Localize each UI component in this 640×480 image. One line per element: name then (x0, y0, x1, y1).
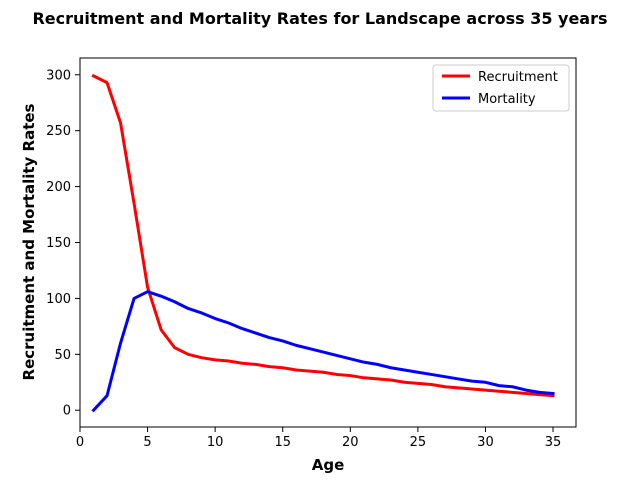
y-tick-label: 250 (46, 124, 71, 139)
x-tick-label: 10 (207, 435, 224, 450)
y-axis-label: Recruitment and Mortality Rates (20, 103, 38, 380)
chart-title: Recruitment and Mortality Rates for Land… (32, 9, 607, 28)
y-tick-label: 300 (46, 68, 71, 83)
plot-area (91, 73, 555, 413)
legend-label-mortality: Mortality (478, 92, 536, 107)
y-tick-label: 100 (46, 292, 71, 307)
x-tick-label: 20 (342, 435, 359, 450)
x-tick-label: 30 (477, 435, 494, 450)
y-tick-label: 0 (63, 404, 71, 419)
plot-frame (79, 57, 577, 428)
x-tick-label: 0 (76, 435, 84, 450)
series-lines (91, 73, 555, 413)
legend: Recruitment Mortality (432, 64, 570, 112)
x-tick-label: 5 (143, 435, 151, 450)
ticks: 0 5 10 15 20 25 30 35 0 50 100 150 200 250 300 (46, 68, 561, 450)
y-tick-label: 150 (46, 236, 71, 251)
x-tick-label: 25 (410, 435, 427, 450)
x-axis-label: Age (312, 456, 345, 474)
y-tick-label: 200 (46, 180, 71, 195)
y-tick-label: 50 (54, 348, 71, 363)
series-line-mortality (91, 290, 555, 413)
series-line-recruitment (91, 73, 555, 398)
x-tick-label: 35 (545, 435, 562, 450)
legend-label-recruitment: Recruitment (478, 70, 558, 85)
x-tick-label: 15 (274, 435, 291, 450)
